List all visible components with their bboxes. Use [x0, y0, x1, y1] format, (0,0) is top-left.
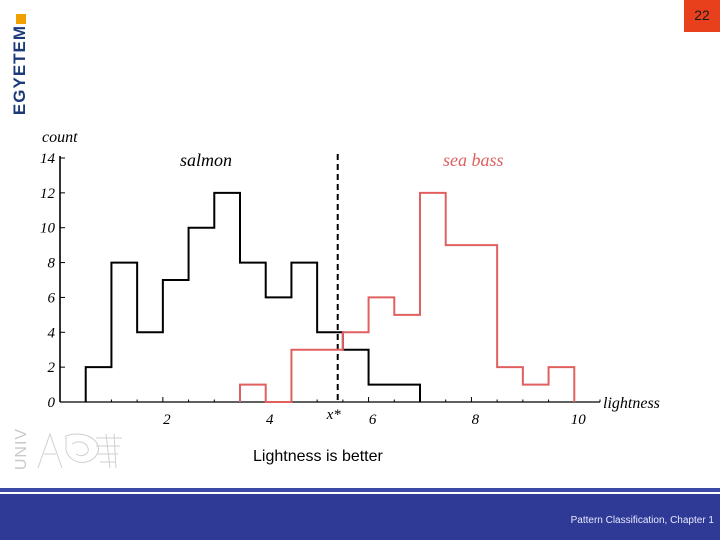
university-emblem-icon: [37, 432, 122, 469]
x-tick-label: 2: [163, 412, 171, 428]
histogram-series-1: [239, 191, 576, 403]
histogram-chart: 0 2 4 6 8 10 12 14 2 4 6 8 10 count lightness x* salmon s…: [40, 129, 660, 428]
univ-watermark-text: UNIV: [13, 427, 30, 471]
y-tick-label: 10: [40, 221, 56, 237]
series-label-0: salmon: [180, 150, 232, 170]
slide-caption: Lightness is better: [253, 448, 383, 465]
y-tick-label: 6: [48, 290, 56, 306]
footer-divider: [0, 488, 720, 492]
series-label-1: sea bass: [443, 150, 504, 170]
threshold-label: x*: [326, 407, 342, 423]
university-logo-text: EGYETEM: [10, 24, 29, 116]
x-tick-label: 4: [266, 412, 274, 428]
footer-bar: [0, 494, 720, 540]
page-number-badge: 22: [684, 0, 720, 32]
y-axis-label: count: [42, 129, 78, 146]
x-tick-label: 10: [571, 412, 587, 428]
y-tick-label: 4: [48, 325, 56, 341]
y-tick-label: 12: [40, 186, 56, 202]
x-axis-label: lightness: [603, 395, 660, 412]
y-tick-label: 14: [40, 151, 56, 167]
logo-accent-square: [16, 14, 26, 24]
x-tick-label: 8: [472, 412, 480, 428]
x-tick-label: 6: [369, 412, 377, 428]
y-tick-label: 0: [48, 395, 56, 411]
y-tick-label: 8: [48, 256, 56, 272]
histogram-series-0: [84, 191, 421, 402]
footer-chapter-text: Pattern Classification, Chapter 1: [570, 515, 714, 526]
y-tick-label: 2: [48, 360, 56, 376]
